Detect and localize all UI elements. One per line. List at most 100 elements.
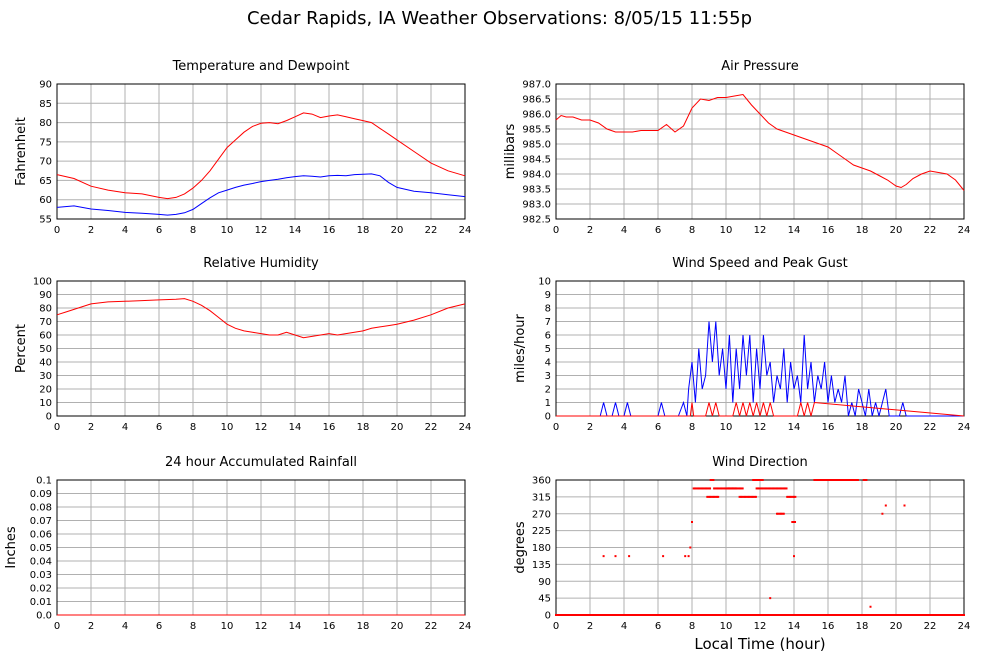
x-tick-label: 18	[856, 621, 869, 632]
scatter-point	[721, 487, 724, 490]
scatter-point	[661, 614, 664, 616]
scatter-point	[614, 555, 617, 558]
scatter-point	[807, 614, 810, 616]
scatter-point	[662, 555, 665, 558]
chart-title: Wind Direction	[712, 455, 808, 470]
scatter-point	[576, 614, 579, 616]
series-line-2	[56, 173, 466, 216]
y-tick-label: 8	[545, 304, 551, 315]
scatter-point	[555, 614, 557, 616]
scatter-point	[840, 614, 843, 616]
scatter-point	[837, 614, 840, 616]
scatter-point	[760, 479, 763, 481]
scatter-point	[730, 614, 733, 616]
scatter-point	[960, 614, 963, 616]
y-tick-label: 7	[545, 317, 551, 328]
scatter-point	[875, 614, 878, 616]
scatter-point	[780, 487, 783, 490]
scatter-point	[954, 614, 957, 616]
scatter-point	[712, 614, 715, 616]
y-tick-label: 135	[532, 560, 551, 571]
scatter-point	[624, 614, 627, 616]
x-tick-label: 6	[156, 225, 162, 236]
scatter-point	[797, 614, 800, 616]
scatter-point	[837, 479, 840, 481]
scatter-point	[565, 614, 568, 616]
y-axis-title: degrees	[513, 521, 528, 574]
scatter-point	[745, 614, 748, 616]
scatter-point	[832, 614, 835, 616]
scatter-point	[850, 614, 853, 616]
scatter-point	[821, 614, 824, 616]
x-tick-label: 18	[357, 621, 370, 632]
y-tick-label: 0.02	[30, 584, 52, 595]
scatter-point	[609, 614, 612, 616]
x-tick-label: 8	[190, 225, 196, 236]
scatter-point	[945, 614, 948, 616]
y-tick-label: 100	[33, 277, 52, 288]
scatter-point	[786, 495, 789, 498]
scatter-point	[958, 614, 961, 616]
scatter-point	[711, 614, 714, 616]
scatter-point	[833, 479, 836, 481]
scatter-point	[700, 614, 703, 616]
scatter-point	[941, 614, 944, 616]
scatter-point	[741, 614, 744, 616]
scatter-point	[920, 614, 923, 616]
x-tick-label: 12	[754, 621, 767, 632]
x-tick-label: 16	[822, 422, 835, 433]
scatter-point	[574, 614, 577, 616]
scatter-point	[659, 614, 662, 616]
scatter-point	[758, 487, 761, 490]
scatter-point	[776, 512, 778, 515]
scatter-point	[865, 614, 868, 616]
scatter-point	[692, 487, 695, 490]
scatter-point	[652, 614, 655, 616]
chart-title: Air Pressure	[721, 59, 799, 74]
scatter-point	[831, 614, 834, 616]
scatter-point	[831, 479, 834, 481]
scatter-point	[750, 495, 753, 498]
scatter-point	[943, 614, 946, 616]
x-tick-label: 18	[357, 225, 370, 236]
scatter-point	[763, 487, 766, 490]
x-tick-label: 10	[720, 225, 733, 236]
y-tick-label: 20	[39, 385, 52, 396]
scatter-point	[580, 614, 583, 616]
scatter-point	[749, 614, 752, 616]
y-tick-label: 55	[39, 215, 52, 226]
scatter-point	[793, 495, 795, 498]
scatter-point	[788, 614, 791, 616]
x-tick-label: 0	[553, 422, 559, 433]
scatter-point	[839, 614, 842, 616]
x-tick-label: 8	[190, 422, 196, 433]
scatter-point	[818, 614, 821, 616]
scatter-point	[767, 487, 770, 490]
scatter-point	[729, 487, 732, 490]
scatter-point	[741, 487, 744, 490]
scatter-point	[833, 614, 836, 616]
x-tick-label: 2	[587, 422, 593, 433]
scatter-point	[742, 614, 745, 616]
y-tick-label: 982.5	[522, 215, 551, 226]
scatter-point	[854, 479, 857, 481]
scatter-point	[770, 487, 773, 490]
y-tick-label: 45	[538, 594, 551, 605]
scatter-point	[791, 495, 794, 498]
scatter-point	[825, 614, 828, 616]
x-tick-label: 8	[190, 621, 196, 632]
scatter-point	[647, 614, 650, 616]
scatter-point	[640, 614, 643, 616]
scatter-point	[802, 614, 805, 616]
x-tick-label: 0	[553, 621, 559, 632]
scatter-point	[896, 614, 899, 616]
x-tick-label: 22	[425, 621, 438, 632]
scatter-point	[869, 614, 872, 616]
scatter-point	[900, 614, 903, 616]
scatter-point	[774, 487, 777, 490]
y-tick-label: 0.1	[36, 476, 52, 487]
scatter-point	[794, 495, 797, 498]
scatter-point	[754, 614, 757, 616]
scatter-point	[953, 614, 956, 616]
